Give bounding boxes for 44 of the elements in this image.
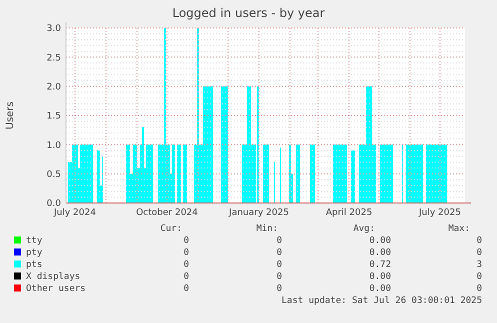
text: 0.00 — [369, 248, 391, 258]
text: Cur: — [160, 224, 182, 234]
text: 0 — [184, 260, 189, 270]
text: 0 — [184, 236, 189, 246]
text: 0.00 — [369, 284, 391, 294]
x-tick-label: January 2025 — [228, 208, 289, 218]
x-tick-label: April 2025 — [326, 208, 372, 218]
text: 0.00 — [369, 272, 391, 282]
text: 0 — [184, 284, 189, 294]
y-tick-label: 2.0 — [46, 82, 62, 92]
text: 3 — [476, 260, 482, 270]
text: 0.00 — [369, 236, 391, 246]
text: 0 — [184, 272, 189, 282]
text: 0 — [276, 272, 282, 282]
legend-label: pty — [26, 248, 43, 258]
y-tick-label: 0.5 — [46, 170, 61, 180]
x-tick-label: July 2024 — [53, 208, 96, 218]
chart-title: Logged in users - by year — [172, 6, 325, 20]
text: 0.72 — [369, 260, 391, 270]
text: 0 — [476, 248, 482, 258]
legend-label: pts — [26, 260, 42, 270]
legend-label: X displays — [26, 272, 80, 282]
legend-label: tty — [26, 236, 43, 246]
text: 0 — [476, 272, 482, 282]
text: Min: — [256, 224, 278, 234]
text: 0 — [276, 236, 282, 246]
y-tick-label: 0.0 — [46, 199, 62, 210]
y-tick-label: 1.0 — [46, 140, 62, 151]
x-tick-label: October 2024 — [136, 208, 198, 218]
text: 0 — [476, 236, 482, 246]
y-tick-label: 3.0 — [46, 24, 62, 34]
text: Max: — [448, 224, 470, 234]
text: 0 — [476, 284, 482, 294]
text: 0 — [276, 284, 282, 294]
text: Last update: Sat Jul 26 03:00:01 2025 — [282, 296, 482, 306]
y-axis-title: Users — [5, 101, 16, 130]
x-tick-label: July 2025 — [418, 208, 461, 218]
text: Avg: — [353, 224, 375, 234]
y-tick-label: 2.5 — [46, 53, 61, 64]
y-tick-label: 1.5 — [46, 112, 61, 122]
text: 0 — [276, 260, 282, 270]
text: 0 — [276, 248, 282, 258]
legend-label: Other users — [26, 284, 86, 294]
text: 0 — [184, 248, 189, 258]
